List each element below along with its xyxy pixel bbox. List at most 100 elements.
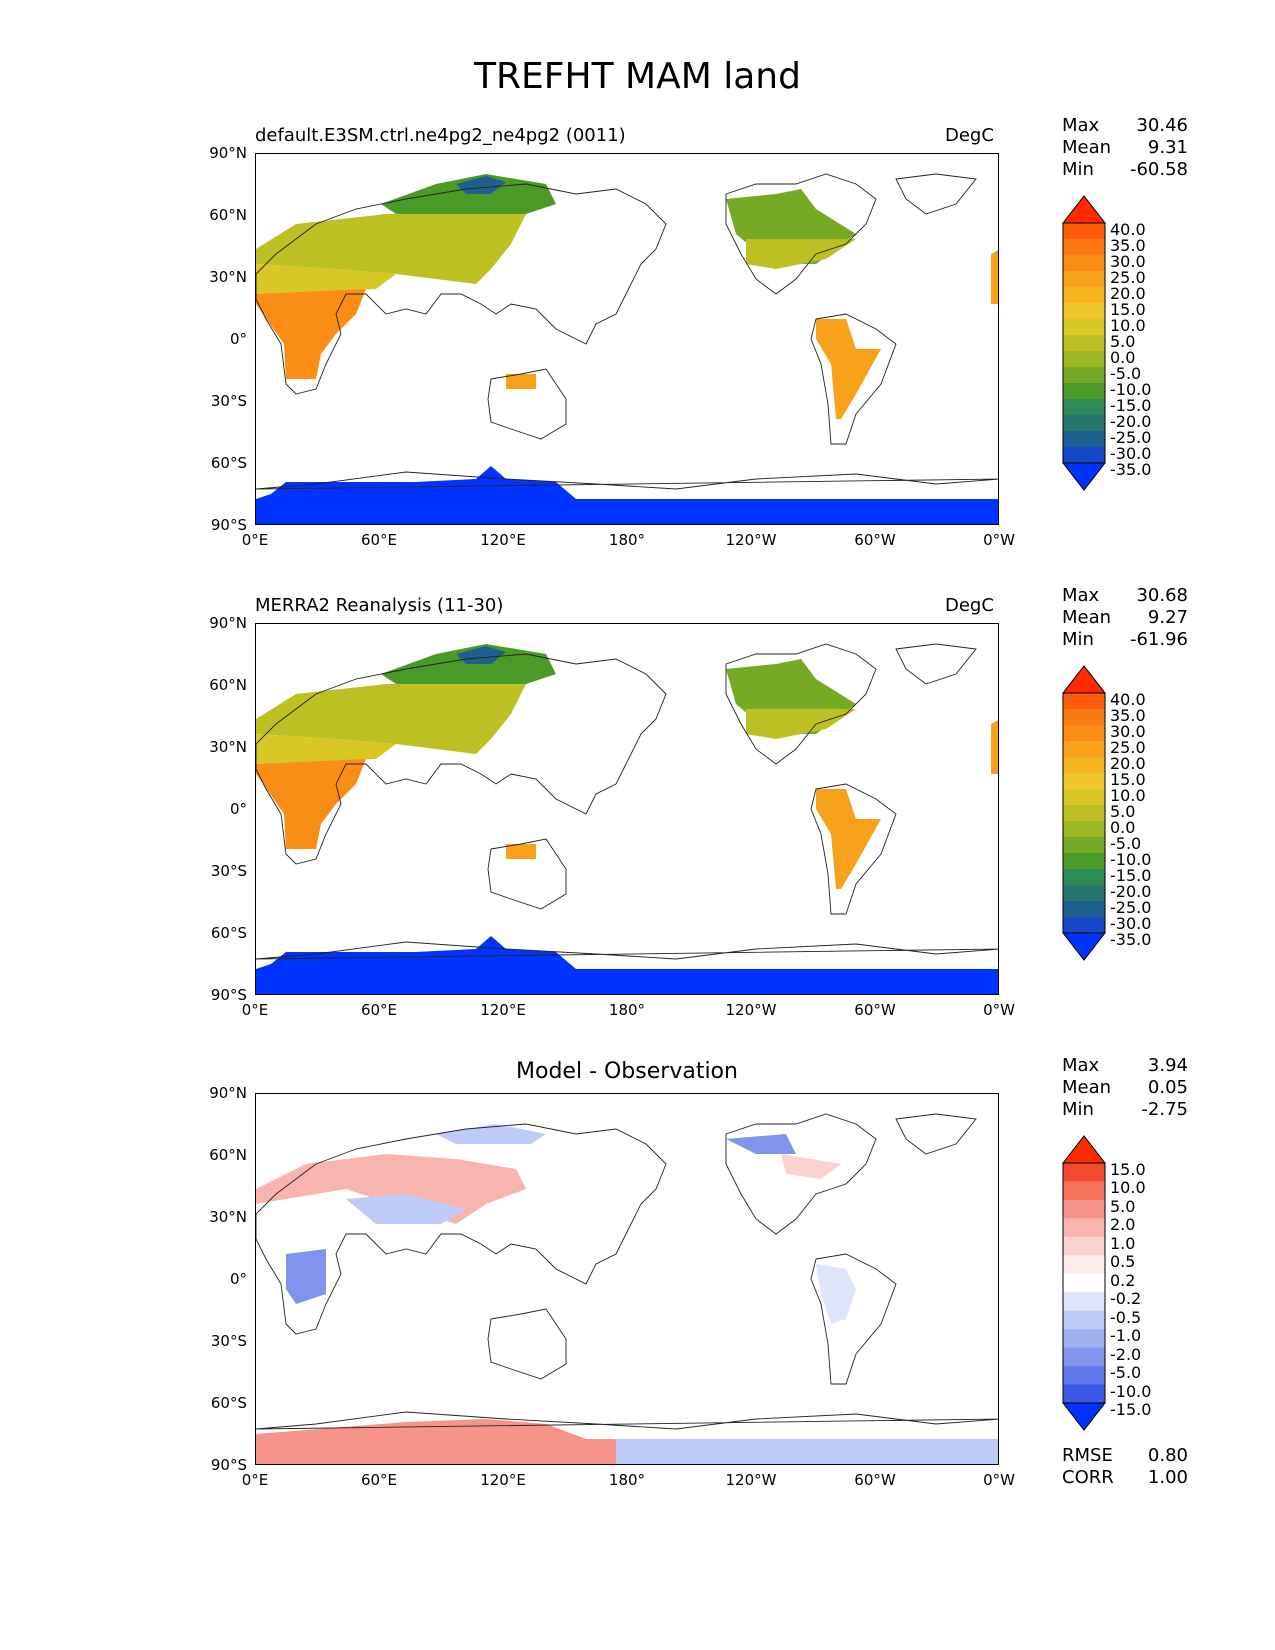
contour-region <box>256 936 998 994</box>
colorbar <box>1062 195 1106 491</box>
colorbar-segment <box>1063 431 1105 448</box>
contour-region <box>346 1194 466 1224</box>
colorbar-segment <box>1063 1236 1105 1256</box>
stat-value: 9.31 <box>1147 137 1188 158</box>
colorbar-tick-label: -5.0 <box>1110 364 1142 383</box>
colorbar-segment <box>1063 399 1105 416</box>
colorbar <box>1062 665 1106 961</box>
colorbar-segment <box>1063 1199 1105 1219</box>
lat-tick-label: 90°N <box>209 614 247 632</box>
contour-region <box>991 250 998 304</box>
stat-row: Min -60.58 <box>1062 159 1188 181</box>
colorbar-tick-label: -5.0 <box>1110 1363 1142 1383</box>
contour-region <box>286 1249 326 1304</box>
colorbar-segment <box>1063 1366 1105 1386</box>
stat-label: Mean <box>1062 607 1112 628</box>
stat-value: -60.58 <box>1129 159 1188 180</box>
lat-tick-label: 30°S <box>210 392 247 410</box>
colorbar-tick-label: -35.0 <box>1110 930 1152 949</box>
lon-tick-label: 0°E <box>241 1001 269 1019</box>
colorbar-extend-max <box>1062 665 1106 694</box>
colorbar-tick-label: 0.0 <box>1110 348 1136 367</box>
lon-tick-label: 60°W <box>854 1471 896 1489</box>
colorbar-segment <box>1063 741 1105 758</box>
stat-row: Max 30.68 <box>1062 585 1188 607</box>
stat-row: Mean 0.05 <box>1062 1077 1188 1099</box>
stat-value: -2.75 <box>1141 1099 1188 1120</box>
stat-label: Min <box>1062 159 1094 180</box>
colorbar-tick-label: -30.0 <box>1110 914 1152 933</box>
contour-region <box>616 1439 998 1464</box>
panel-units: DegC <box>945 125 994 146</box>
stat-value: 3.94 <box>1147 1055 1188 1076</box>
metric-label: RMSE <box>1062 1445 1113 1466</box>
figure-title: TREFHT MAM land <box>474 56 801 97</box>
contour-region <box>256 734 396 764</box>
colorbar-segment <box>1063 773 1105 790</box>
colorbar-segment <box>1063 1329 1105 1349</box>
lon-tick-label: 120°E <box>480 1001 526 1019</box>
lon-tick-label: 0°W <box>983 1471 1015 1489</box>
contour-region <box>991 720 998 774</box>
panel-units: DegC <box>945 595 994 616</box>
panel-left-title: default.E3SM.ctrl.ne4pg2_ne4pg2 (0011) <box>255 125 626 146</box>
colorbar-tick-label: 0.2 <box>1110 1270 1136 1290</box>
colorbar-segment <box>1063 821 1105 838</box>
colorbar-tick-label: 5.0 <box>1110 332 1136 351</box>
lon-tick-label: 0°W <box>983 1001 1015 1019</box>
lat-tick-label: 60°N <box>209 676 247 694</box>
lat-tick-label: 90°S <box>210 1456 247 1474</box>
colorbar-segment <box>1063 319 1105 336</box>
colorbar-tick-label: 20.0 <box>1110 754 1146 773</box>
stat-value: 30.68 <box>1136 585 1188 606</box>
map-panel <box>255 1093 999 1465</box>
contour-region <box>746 239 856 269</box>
colorbar-segment <box>1063 917 1105 934</box>
lat-tick-label: 30°S <box>210 862 247 880</box>
colorbar-segment <box>1063 351 1105 368</box>
lat-tick-label: 0° <box>229 800 247 818</box>
colorbar-segment <box>1063 853 1105 870</box>
lat-tick-label: 30°S <box>210 1332 247 1350</box>
map-canvas <box>256 1113 998 1464</box>
colorbar-tick-label: -10.0 <box>1110 380 1152 399</box>
contour-region <box>746 709 856 739</box>
stat-value: 30.46 <box>1136 115 1188 136</box>
colorbar-segment <box>1063 1384 1105 1404</box>
colorbar-segment <box>1063 383 1105 400</box>
contour-region <box>456 646 506 664</box>
stat-label: Min <box>1062 629 1094 650</box>
lon-tick-label: 180° <box>608 1471 646 1489</box>
colorbar-segment <box>1063 447 1105 464</box>
lon-tick-label: 0°E <box>241 531 269 549</box>
contour-region <box>436 1124 546 1144</box>
colorbar-segment <box>1063 789 1105 806</box>
stat-row: Min -61.96 <box>1062 629 1188 651</box>
map-panel <box>255 623 999 995</box>
colorbar-tick-label: 10.0 <box>1110 316 1146 335</box>
map-panel <box>255 153 999 525</box>
metric-value: 0.80 <box>1147 1445 1188 1466</box>
colorbar-tick-label: -35.0 <box>1110 460 1152 479</box>
lon-tick-label: 60°E <box>360 531 398 549</box>
stat-row: Mean 9.31 <box>1062 137 1188 159</box>
lon-tick-label: 180° <box>608 1001 646 1019</box>
colorbar-segment <box>1063 415 1105 432</box>
lat-tick-label: 60°S <box>210 454 247 472</box>
colorbar-extend-min <box>1062 1402 1106 1431</box>
contour-region <box>726 1134 796 1154</box>
colorbar-segment <box>1063 1310 1105 1330</box>
contour-region <box>256 466 998 524</box>
metric-row: CORR 1.00 <box>1062 1467 1188 1489</box>
colorbar-tick-label: -15.0 <box>1110 866 1152 885</box>
colorbar-tick-label: 0.0 <box>1110 818 1136 837</box>
lat-tick-label: 90°N <box>209 1084 247 1102</box>
colorbar-tick-label: -2.0 <box>1110 1344 1142 1364</box>
lon-tick-label: 120°E <box>480 531 526 549</box>
colorbar-segment <box>1063 693 1105 710</box>
contour-region <box>506 844 536 859</box>
colorbar-tick-label: -0.2 <box>1110 1289 1142 1309</box>
colorbar-tick-label: 10.0 <box>1110 786 1146 805</box>
stats-box: Max 30.68 Mean 9.27 Min -61.96 <box>1062 585 1188 651</box>
map-canvas <box>256 643 998 994</box>
